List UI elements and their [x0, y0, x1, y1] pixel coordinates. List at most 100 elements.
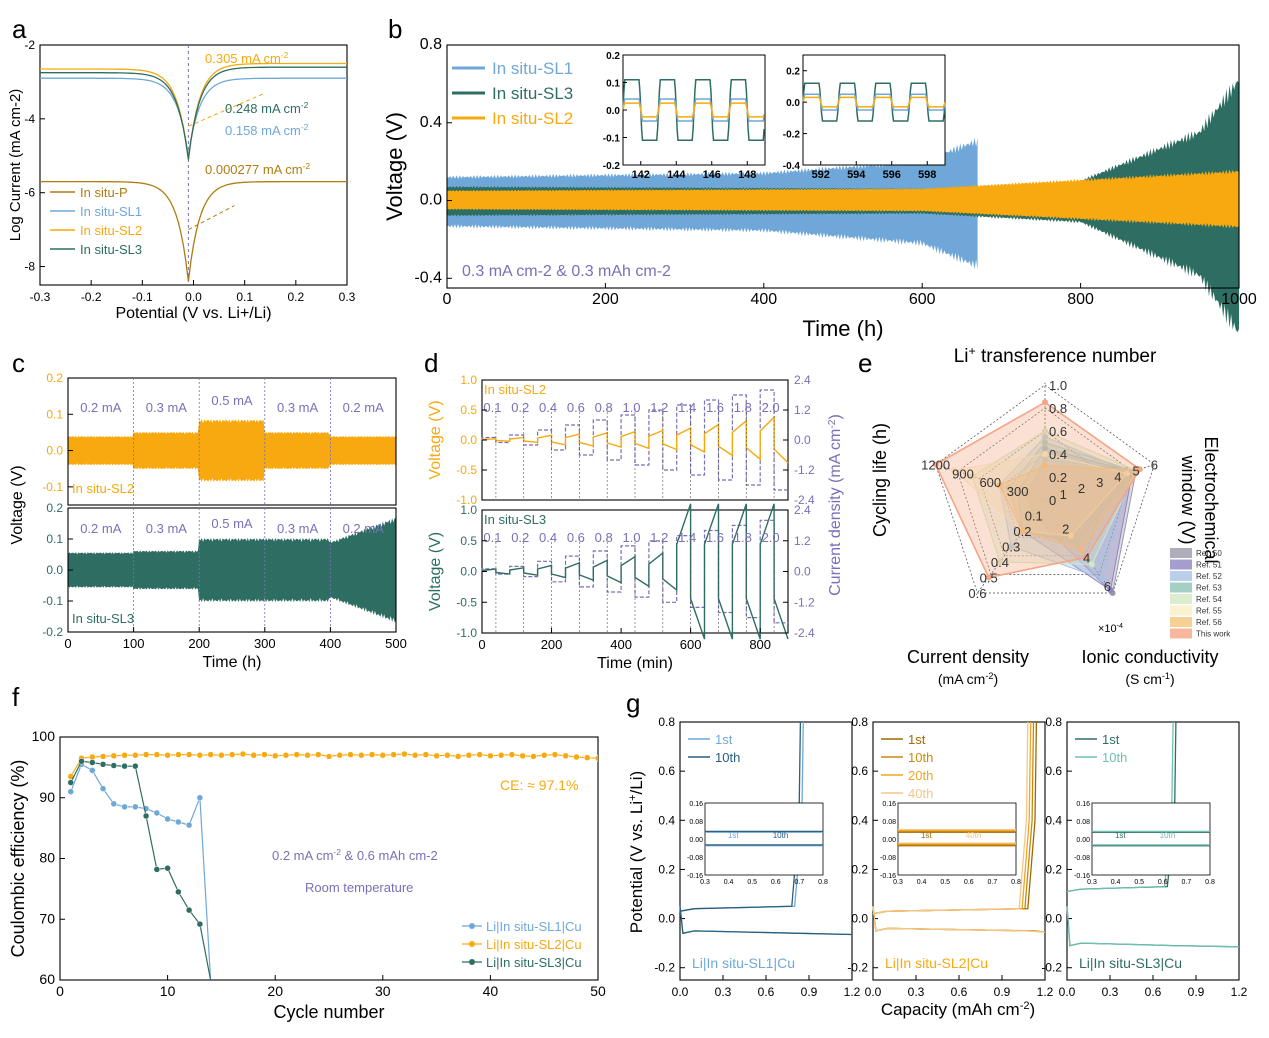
y-axis-title: Potential (V vs. Li+/Li) — [627, 771, 646, 933]
ce-point — [540, 751, 548, 759]
current-step-label: 1.6 — [706, 530, 724, 545]
y-tick-label: 1.2 — [794, 534, 811, 548]
legend-label: This work — [1196, 630, 1231, 639]
inset-trace-sl2 — [622, 102, 765, 118]
inset-y-tick-label: 0.16 — [882, 801, 896, 808]
y-axis-title-left: Voltage (V) — [427, 532, 444, 611]
current-step-label: 0.8 — [595, 530, 613, 545]
radar-tick-label: 0.4 — [1049, 447, 1067, 462]
panel-letter: g — [626, 688, 640, 718]
voltage-envelope — [68, 419, 396, 482]
inset-x-tick-label: 0.4 — [724, 879, 734, 886]
legend-label: 1st — [715, 732, 733, 747]
y-tick-label: 1.0 — [460, 503, 477, 517]
x-tick-label: 400 — [320, 636, 342, 651]
ce-point — [519, 752, 526, 760]
legend-label: Ref. 55 — [1196, 607, 1222, 616]
ce-point — [196, 794, 204, 801]
inset-x-tick-label: 0.8 — [1011, 879, 1021, 886]
current-step-label: 0.2 mA — [80, 400, 122, 415]
ce-point — [175, 818, 182, 826]
y-tick-label: 60 — [39, 971, 55, 987]
legend-label: 10th — [908, 750, 933, 765]
radar-tick-label: 6 — [1104, 579, 1111, 594]
x-tick-label: 0.0 — [672, 985, 689, 999]
inset-x-tick-label: 0.5 — [940, 879, 950, 886]
radar-point — [1042, 433, 1048, 440]
axis-label-window-2: window (V) — [1178, 454, 1198, 544]
y-tick-label: 0.4 — [1045, 813, 1062, 827]
y-tick-label: -6 — [24, 186, 35, 200]
legend-marker — [469, 959, 475, 965]
ce-point — [293, 751, 300, 758]
y-tick-label: 0.2 — [786, 67, 800, 78]
current-step-label: 0.3 mA — [277, 521, 319, 536]
legend-label: In situ-SL3 — [80, 242, 142, 257]
inset-label: 1st — [728, 831, 739, 840]
x-tick-label: 0.0 — [1059, 985, 1076, 999]
y-tick-label: 70 — [39, 910, 55, 926]
x-tick-label: 0.3 — [908, 985, 925, 999]
radar-point — [1030, 512, 1037, 519]
inset-y-tick-label: 0.00 — [1076, 837, 1090, 844]
ce-point — [508, 751, 516, 758]
legend-label: 20th — [908, 768, 933, 783]
plot-frame — [67, 377, 397, 506]
tangent-line — [188, 205, 235, 231]
ce-point — [271, 752, 279, 760]
panel-e: e00.20.40.60.81.01 2 3 4 5 62460.10.20.30.40.… — [858, 344, 1231, 687]
radar-point — [1008, 543, 1015, 550]
y-tick-label: 0.2 — [46, 371, 63, 385]
ce-point — [207, 751, 214, 758]
inset-x-tick-label: 0.3 — [893, 879, 903, 886]
legend-label: Ref. 54 — [1196, 595, 1222, 604]
y-tick-label: -1.0 — [456, 493, 477, 507]
exponent-label: ×10-4 — [1098, 622, 1123, 635]
tafel-curve-p — [40, 180, 347, 282]
radar-grid — [1000, 453, 1090, 538]
plot-area — [67, 750, 598, 980]
stripping-curve — [1066, 721, 1174, 893]
ce-point — [164, 751, 171, 759]
y-tick-label: -4 — [24, 112, 35, 126]
inset-x-tick-label: 0.8 — [818, 879, 828, 886]
current-step-label: 0.3 mA — [277, 400, 319, 415]
y-tick-label: 0.0 — [460, 433, 477, 447]
x-axis-title: Time (h) — [802, 316, 883, 341]
y-tick-label: -0.2 — [603, 161, 621, 172]
y-tick-label: 0.8 — [851, 715, 868, 729]
ce-point — [132, 762, 139, 770]
y-tick-label: 0.0 — [46, 563, 63, 577]
legend-label: In situ-SL2 — [80, 223, 142, 238]
x-tick-label: -0.1 — [132, 290, 153, 304]
x-tick-label: 10 — [160, 983, 176, 999]
x-axis-title: Cycle number — [273, 1002, 384, 1022]
x-axis-title: Capacity (mAh cm-2) — [881, 1000, 1035, 1019]
radar-tick-label: 5 — [1133, 463, 1140, 478]
axis-label-current-unit: (mA cm-2) — [938, 671, 998, 687]
ce-point — [261, 751, 268, 758]
ce-point — [89, 759, 96, 766]
y-tick-label: -0.4 — [783, 161, 801, 172]
radar-point — [985, 574, 992, 581]
plot-frame — [446, 44, 1240, 289]
inset-x-tick-label: 0.3 — [1087, 879, 1097, 886]
y-tick-label: 1.2 — [794, 403, 811, 417]
current-step-label: 1.0 — [622, 530, 640, 545]
x-axis-title: Potential (V vs. Li+/Li) — [115, 305, 271, 322]
radar-tick-label: 2 — [1078, 481, 1085, 496]
panel-letter: f — [12, 682, 20, 712]
legend-label: 1st — [1102, 732, 1120, 747]
x-tick-label: 596 — [883, 169, 901, 181]
legend-swatch — [1170, 628, 1192, 639]
inset-x-tick-label: 0.7 — [1182, 879, 1192, 886]
x-tick-label: 142 — [632, 169, 650, 181]
current-step-label: 0.6 — [567, 530, 585, 545]
ce-point — [121, 762, 128, 770]
ce-point — [282, 751, 290, 759]
y-tick-label: -2.4 — [794, 626, 815, 640]
y-tick-label: -2.4 — [794, 493, 815, 507]
legend-label: 40th — [908, 786, 933, 801]
y-tick-label: -0.5 — [456, 595, 477, 609]
